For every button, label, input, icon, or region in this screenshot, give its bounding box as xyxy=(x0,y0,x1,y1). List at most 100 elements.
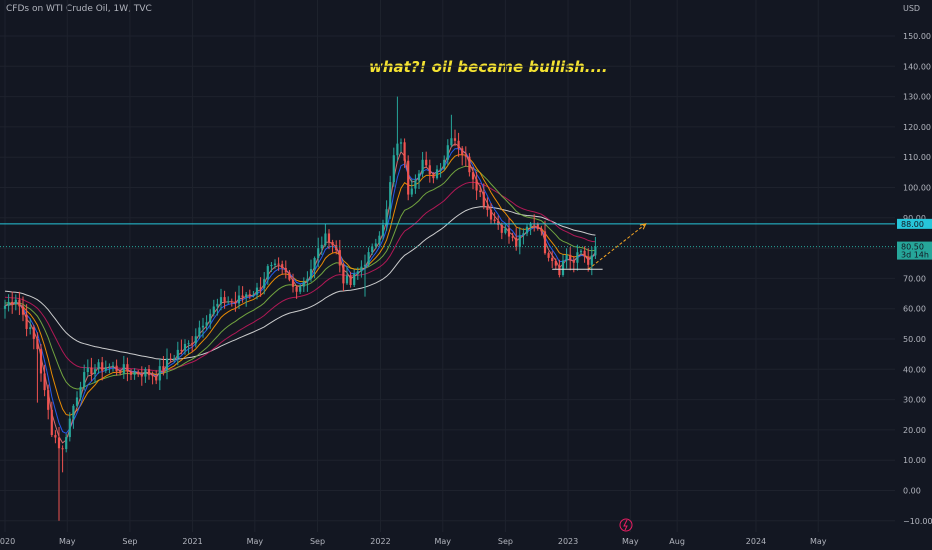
candle-body xyxy=(32,327,35,339)
candle-body xyxy=(338,250,341,266)
candle xyxy=(72,404,75,429)
candle-body xyxy=(583,250,586,257)
candle-body xyxy=(536,224,539,229)
candle xyxy=(86,359,89,377)
candle xyxy=(399,138,403,153)
candle-body xyxy=(288,272,291,280)
y-tick-label: −10.00 xyxy=(903,517,932,526)
candle xyxy=(349,271,352,288)
candle-body xyxy=(507,228,511,237)
candle xyxy=(446,139,449,166)
candle-body xyxy=(3,305,7,309)
candle xyxy=(576,244,579,271)
candle-body xyxy=(259,287,262,289)
candle-body xyxy=(68,418,71,438)
candle-body xyxy=(151,375,154,377)
candle-body xyxy=(97,362,100,370)
candle-body xyxy=(65,437,68,450)
candle xyxy=(284,260,287,279)
candle xyxy=(335,240,338,255)
candle-body xyxy=(515,237,518,248)
candle-body xyxy=(540,228,543,232)
candle xyxy=(439,163,442,178)
candle xyxy=(255,282,259,300)
candle xyxy=(21,296,25,322)
lightning-icon xyxy=(623,519,628,531)
candle xyxy=(590,246,593,276)
candle-body xyxy=(234,301,237,304)
candle xyxy=(108,363,111,374)
x-tick-label: May xyxy=(434,537,451,546)
y-tick-label: 90.00 xyxy=(903,214,926,223)
candle xyxy=(216,298,219,316)
candle xyxy=(212,299,215,317)
candle xyxy=(417,170,421,190)
candle xyxy=(29,318,32,335)
candle xyxy=(403,138,406,168)
candle xyxy=(57,426,61,521)
candle-body xyxy=(245,294,248,298)
x-tick-label: May xyxy=(622,537,639,546)
level-badge xyxy=(897,241,932,260)
candle xyxy=(270,262,273,272)
candle xyxy=(302,277,305,293)
ma-line-white xyxy=(4,206,596,361)
candle xyxy=(407,155,410,201)
candle-body xyxy=(461,148,464,156)
candle-body xyxy=(547,253,550,258)
candle xyxy=(281,260,284,275)
ma-line-magenta xyxy=(4,181,596,372)
candle-body xyxy=(54,435,57,438)
candle-body xyxy=(511,236,514,238)
candle xyxy=(338,239,341,273)
candle-body xyxy=(129,371,133,375)
candle xyxy=(572,255,575,273)
drawings xyxy=(552,223,647,270)
candle-body xyxy=(162,366,165,371)
candle-body xyxy=(86,367,89,373)
candle-body xyxy=(194,336,197,344)
x-tick-label: 2022 xyxy=(370,537,390,546)
y-tick-label: 150.00 xyxy=(903,32,931,41)
candle xyxy=(594,236,597,259)
candle-body xyxy=(363,264,367,267)
candle xyxy=(561,254,565,277)
candle xyxy=(7,294,10,312)
candle-body xyxy=(457,140,460,149)
candle-body xyxy=(201,325,205,328)
candle-body xyxy=(306,278,309,282)
candle xyxy=(525,224,529,237)
candle-body xyxy=(443,159,446,169)
candle-body xyxy=(410,188,413,195)
candle xyxy=(137,369,140,378)
candle-body xyxy=(205,322,208,326)
candle-body xyxy=(335,245,338,251)
candle xyxy=(187,340,190,354)
candle xyxy=(219,288,223,311)
candle-body xyxy=(381,225,385,236)
alert-icon[interactable] xyxy=(619,518,633,532)
candle xyxy=(497,215,500,230)
candle-body xyxy=(331,241,334,246)
y-tick-label: 50.00 xyxy=(903,335,926,344)
candle-body xyxy=(345,275,349,284)
candle-body xyxy=(291,279,295,287)
candle-body xyxy=(227,301,230,303)
candle xyxy=(252,290,255,298)
candle-body xyxy=(119,371,122,374)
candle-body xyxy=(349,275,352,285)
candle xyxy=(425,151,428,168)
x-tick-label: May xyxy=(810,537,827,546)
candle-body xyxy=(57,437,61,449)
candle xyxy=(353,269,356,288)
candle-body xyxy=(525,226,529,234)
candle-body xyxy=(75,397,79,406)
candle-body xyxy=(50,409,53,436)
candle xyxy=(579,249,583,255)
candle xyxy=(151,371,154,385)
candle-body xyxy=(191,343,194,345)
candle-body xyxy=(565,254,568,261)
candle-body xyxy=(421,159,424,174)
candle xyxy=(363,254,367,297)
